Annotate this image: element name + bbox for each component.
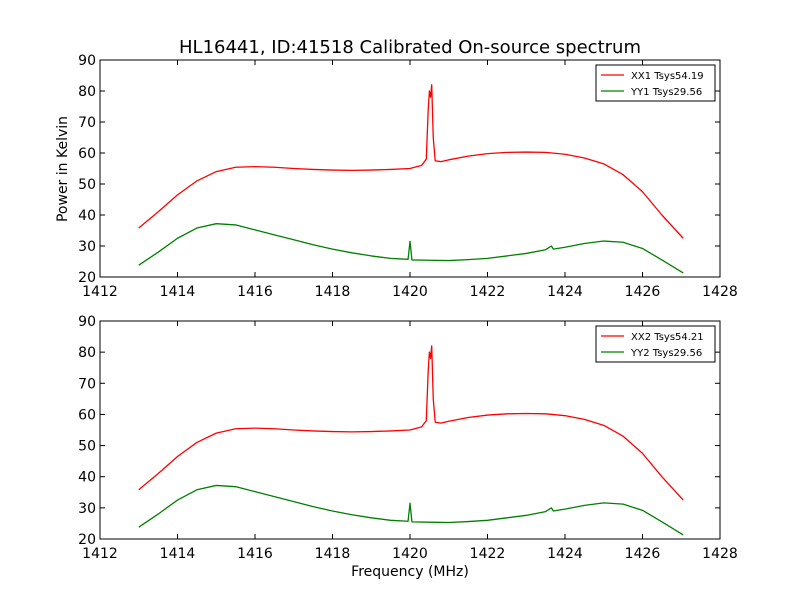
legend: XX2 Tsys54.21 YY2 Tsys29.56 [595,325,716,363]
x-tick-label: 1418 [315,284,351,300]
chart-title: HL16441, ID:41518 Calibrated On-source s… [179,37,641,58]
y-tick-label: 20 [78,532,96,548]
bottom-spectrum-panel: 1412 1414 1416 1418 1420 1422 1424 1426 1428 20 30… [78,314,738,562]
x-tick-label: 1412 [82,546,118,562]
y-tick-label: 30 [78,239,96,255]
legend-box [595,64,716,102]
y-tick-label: 50 [78,439,96,455]
x-tick-label: 1428 [702,546,738,562]
x-tick-label: 1424 [547,284,583,300]
series-line-yy [138,223,684,274]
legend-label: YY1 Tsys29.56 [630,87,702,98]
legend-label: YY2 Tsys29.56 [630,348,702,359]
y-tick-label: 50 [78,177,96,193]
series-line-xx [138,345,684,501]
x-tick-label: 1422 [470,546,506,562]
legend: XX1 Tsys54.19 YY1 Tsys29.56 [595,64,716,102]
x-tick-label: 1428 [702,284,738,300]
y-tick-label: 60 [78,407,96,423]
x-tick-label: 1418 [315,546,351,562]
x-axis-label: Frequency (MHz) [351,564,469,580]
legend-label: XX1 Tsys54.19 [631,71,704,82]
y-tick-label: 70 [78,115,96,131]
y-tick-label: 60 [78,146,96,162]
x-tick-label: 1416 [237,284,273,300]
x-tick-label: 1426 [625,284,661,300]
legend-box [595,325,716,363]
y-tick-label: 90 [78,314,96,330]
y-tick-label: 70 [78,376,96,392]
y-tick-label: 40 [78,208,96,224]
x-tick-label: 1414 [160,284,196,300]
x-tick-label: 1422 [470,284,506,300]
y-axis-label: Power in Kelvin [55,116,71,222]
y-tick-label: 90 [78,53,96,69]
series-line-yy [138,484,684,536]
y-tick-label: 80 [78,84,96,100]
legend-label: XX2 Tsys54.21 [631,332,704,343]
y-tick-label: 20 [78,270,96,286]
y-tick-label: 40 [78,470,96,486]
series-line-xx [138,84,684,239]
x-tick-label: 1420 [392,284,428,300]
y-tick-label: 80 [78,345,96,361]
x-tick-label: 1414 [160,546,196,562]
top-spectrum-panel: 1412 1414 1416 1418 1420 1422 1424 1426 1428 20 30… [78,53,738,300]
x-tick-label: 1426 [625,546,661,562]
x-tick-label: 1420 [392,546,428,562]
x-tick-label: 1416 [237,546,273,562]
x-tick-label: 1424 [547,546,583,562]
x-tick-label: 1412 [82,284,118,300]
y-tick-label: 30 [78,501,96,517]
